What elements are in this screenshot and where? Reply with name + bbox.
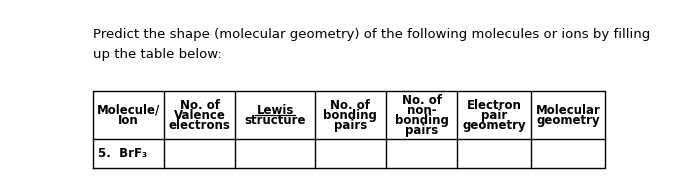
Text: bonding: bonding <box>323 109 377 122</box>
Text: electrons: electrons <box>169 119 231 132</box>
Text: geometry: geometry <box>536 114 600 127</box>
Text: Molecule/: Molecule/ <box>97 104 160 117</box>
Text: 5.  BrF₃: 5. BrF₃ <box>98 147 148 160</box>
Text: Valence: Valence <box>174 109 225 122</box>
Text: Predict the shape (molecular geometry) of the following molecules or ions by fil: Predict the shape (molecular geometry) o… <box>93 28 650 41</box>
Text: No. of: No. of <box>402 94 441 107</box>
Text: No. of: No. of <box>180 99 220 112</box>
Text: pairs: pairs <box>334 119 367 132</box>
Text: bonding: bonding <box>394 114 449 127</box>
Text: pair: pair <box>481 109 507 122</box>
Text: Electron: Electron <box>466 99 522 112</box>
Text: Molecular: Molecular <box>535 104 601 117</box>
Text: structure: structure <box>244 114 306 127</box>
Text: Ion: Ion <box>118 114 139 127</box>
Text: pairs: pairs <box>405 123 438 136</box>
Text: non-: non- <box>407 104 437 117</box>
Text: geometry: geometry <box>462 119 526 132</box>
Text: Lewis: Lewis <box>257 104 294 117</box>
Text: No. of: No. of <box>330 99 370 112</box>
Text: up the table below:: up the table below: <box>93 48 222 61</box>
